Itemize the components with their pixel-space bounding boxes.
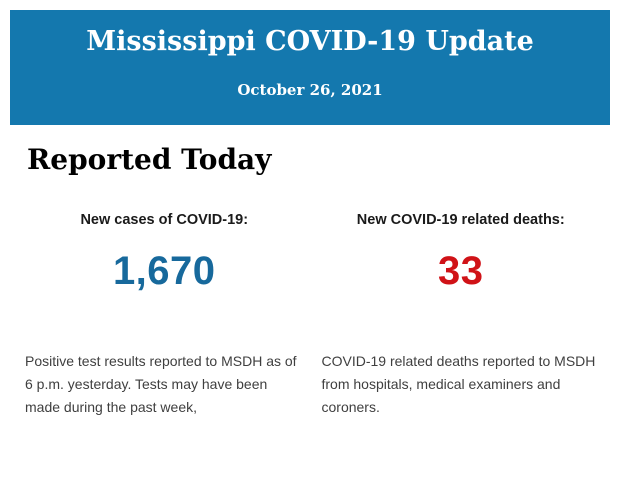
new-deaths-description: COVID-19 related deaths reported to MSDH…: [321, 353, 596, 415]
new-deaths-label: New COVID-19 related deaths:: [356, 212, 565, 228]
new-cases-value: 1,670: [112, 249, 216, 293]
report-date: October 26, 2021: [237, 81, 383, 99]
section-heading: Reported Today: [27, 143, 272, 176]
page-title: Mississippi COVID-19 Update: [86, 26, 534, 57]
new-deaths-value: 33: [438, 249, 484, 293]
stat-new-cases: New cases of COVID-19: 1,670 Positive te…: [25, 212, 304, 419]
new-cases-description: Positive test results reported to MSDH a…: [25, 353, 297, 415]
new-cases-label: New cases of COVID-19:: [80, 212, 249, 228]
stats-row: New cases of COVID-19: 1,670 Positive te…: [0, 212, 620, 419]
stat-new-deaths: New COVID-19 related deaths: 33 COVID-19…: [322, 212, 601, 419]
report-body: Reported Today New cases of COVID-19: 1,…: [0, 125, 620, 419]
header-banner: Mississippi COVID-19 Update October 26, …: [10, 10, 610, 125]
